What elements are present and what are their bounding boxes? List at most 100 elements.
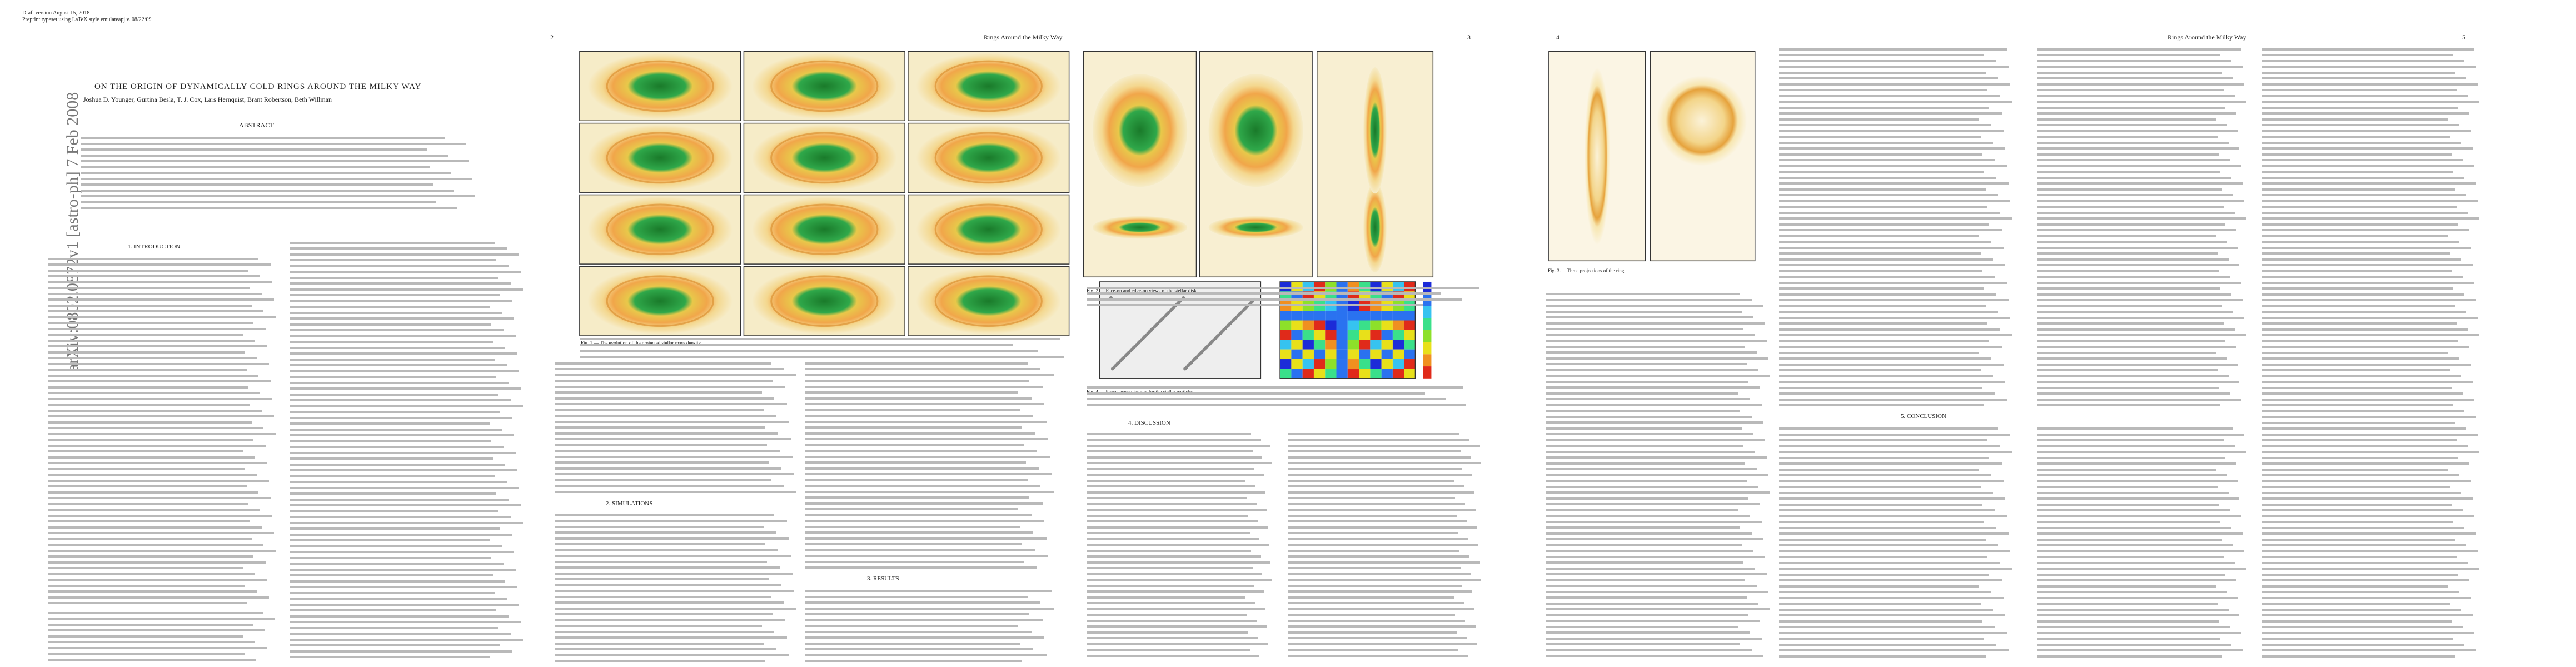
text-line: [1087, 439, 1261, 441]
text-line: [1546, 480, 1747, 482]
cell: [1381, 330, 1393, 340]
text-line: [290, 381, 509, 384]
text-line: [1087, 456, 1263, 459]
text-line: [2262, 112, 2469, 115]
text-line: [2036, 451, 2246, 454]
text-line: [1779, 182, 2009, 185]
text-line: [1546, 380, 1748, 383]
cell: [1291, 330, 1303, 340]
cell: [1381, 311, 1393, 321]
text-line: [1779, 147, 2005, 150]
text-line: [2262, 77, 2467, 80]
text-line: [805, 438, 1048, 441]
cell: [1291, 359, 1303, 369]
text-line: [1288, 432, 1460, 435]
text-line: [2036, 171, 2221, 173]
text-line: [1087, 398, 1446, 401]
galaxy: [1584, 67, 1610, 245]
text-line: [1087, 509, 1267, 511]
text-line: [2036, 276, 2230, 278]
text-line: [1779, 638, 1984, 640]
point: [1183, 367, 1187, 371]
cell: [1291, 311, 1303, 321]
point: [1218, 331, 1222, 335]
text-line: [2036, 94, 2235, 97]
text-line: [2262, 462, 2469, 465]
text-line: [2036, 89, 2224, 92]
text-line: [48, 257, 259, 260]
text-line: [805, 368, 1041, 371]
text-line: [290, 376, 497, 379]
text-line: [1779, 433, 2011, 436]
text-line: [555, 560, 768, 563]
cell: [1325, 330, 1337, 340]
page-number: 4: [1556, 33, 1559, 41]
text-line: [48, 509, 261, 511]
text-line: [48, 502, 248, 505]
text-line: [2036, 200, 2244, 202]
text-line: [48, 467, 245, 470]
text-line: [48, 520, 250, 523]
text-line: [1087, 474, 1264, 476]
text-line: [2262, 351, 2448, 354]
text-line: [1546, 363, 1747, 366]
text-line: [2036, 176, 2232, 179]
running-head: Rings Around the Milky Way: [984, 33, 1063, 41]
text-line: [1288, 497, 1456, 500]
text-line: [1288, 590, 1473, 593]
text-line: [1546, 340, 1767, 342]
text-line: [805, 455, 1050, 458]
text-line: [555, 444, 768, 446]
cell: [1280, 330, 1292, 340]
text-line: [80, 201, 436, 203]
text-line: [2262, 480, 2471, 482]
galaxy: [1092, 216, 1188, 239]
point: [1227, 323, 1230, 327]
text-line: [1288, 654, 1468, 657]
text-line: [48, 409, 262, 412]
text-line: [2262, 386, 2452, 389]
text-line: [1288, 502, 1466, 505]
text-line: [48, 322, 253, 325]
point: [1243, 307, 1247, 311]
text-line: [1546, 637, 1762, 640]
text-line: [2262, 258, 2462, 261]
ring: [1657, 76, 1747, 166]
text-line: [290, 311, 502, 314]
section-heading: 2. SIMULATIONS: [606, 500, 653, 507]
text-line: [1546, 450, 1755, 453]
text-line: [48, 351, 245, 354]
text-line: [2036, 439, 2224, 442]
caption: Fig. 4.— Phase space diagram for the ste…: [1087, 389, 1195, 395]
text-line: [48, 380, 271, 383]
text-line: [1288, 573, 1471, 575]
text-line: [1779, 544, 1999, 547]
text-line: [2036, 474, 2227, 477]
text-line: [1546, 375, 1771, 377]
text-line: [48, 618, 276, 620]
text-line: [48, 653, 245, 655]
text-line: [1087, 573, 1263, 575]
ring: [934, 275, 1043, 327]
text-line: [2262, 620, 2452, 623]
text-line: [48, 629, 265, 632]
text-line: [2262, 287, 2453, 290]
text-line: [1288, 631, 1457, 634]
abstract-heading: ABSTRACT: [239, 121, 274, 129]
text-line: [48, 641, 255, 644]
text-line: [2262, 101, 2479, 103]
text-line: [555, 555, 791, 558]
text-line: [2036, 445, 2235, 447]
text-line: [1779, 235, 1979, 237]
text-line: [2262, 544, 2467, 547]
text-line: [2262, 194, 2467, 197]
text-line: [1288, 614, 1456, 616]
text-line: [805, 496, 1030, 499]
frame: [1279, 281, 1416, 379]
text-line: [2036, 252, 2218, 255]
cell: [1291, 349, 1303, 360]
text-line: [1779, 649, 2009, 652]
text-line: [2262, 124, 2460, 127]
text-line: [2262, 59, 2465, 62]
text-line: [555, 391, 762, 394]
